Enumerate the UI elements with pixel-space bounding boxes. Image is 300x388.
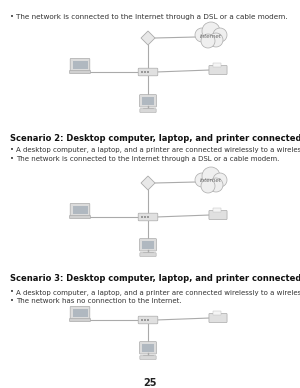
Text: A desktop computer, a laptop, and a printer are connected wirelessly to a wirele: A desktop computer, a laptop, and a prin… [16,289,300,296]
FancyBboxPatch shape [138,68,158,76]
Bar [142,344,154,352]
Bar [147,319,148,321]
Text: •: • [10,147,14,153]
Bar [144,71,146,73]
Text: •: • [10,289,14,295]
Text: The network is connected to the Internet through a DSL or a cable modem.: The network is connected to the Internet… [16,14,287,20]
FancyBboxPatch shape [140,341,157,354]
Bar [213,311,221,315]
FancyBboxPatch shape [209,66,227,74]
Text: •: • [10,156,14,162]
Bar [141,319,142,321]
Text: Internet: Internet [200,178,222,184]
Bar [213,63,221,67]
Circle shape [201,34,215,48]
Text: •: • [10,14,14,20]
FancyBboxPatch shape [140,239,157,251]
Circle shape [209,33,223,47]
FancyBboxPatch shape [138,213,158,221]
Circle shape [195,28,209,42]
FancyBboxPatch shape [70,319,90,322]
Bar [147,216,148,218]
FancyBboxPatch shape [140,253,156,256]
Bar [142,97,154,105]
Bar [141,216,142,218]
Polygon shape [141,31,155,45]
Bar [73,61,88,69]
Bar [142,241,154,249]
Circle shape [201,179,215,193]
Circle shape [202,167,220,185]
Bar [147,71,148,73]
Polygon shape [141,176,155,190]
Text: Internet: Internet [200,33,222,38]
Text: Scenario 3: Desktop computer, laptop, and printer connected wirelessly without I: Scenario 3: Desktop computer, laptop, an… [10,274,300,283]
Bar [141,71,142,73]
Bar [213,208,221,212]
FancyBboxPatch shape [70,307,90,320]
FancyBboxPatch shape [70,215,90,218]
Text: The network has no connection to the Internet.: The network has no connection to the Int… [16,298,182,304]
Text: Scenario 2: Desktop computer, laptop, and printer connected wirelessly with Inte: Scenario 2: Desktop computer, laptop, an… [10,134,300,143]
Bar [144,216,146,218]
Bar [144,319,146,321]
Circle shape [213,28,227,42]
Circle shape [195,173,209,187]
Bar [73,206,88,215]
Circle shape [202,22,220,40]
FancyBboxPatch shape [140,356,156,359]
FancyBboxPatch shape [140,95,157,107]
Text: A desktop computer, a laptop, and a printer are connected wirelessly to a wirele: A desktop computer, a laptop, and a prin… [16,147,300,153]
Circle shape [209,178,223,192]
FancyBboxPatch shape [70,70,90,74]
Bar [143,107,153,109]
FancyBboxPatch shape [140,109,156,113]
FancyBboxPatch shape [209,210,227,220]
FancyBboxPatch shape [138,316,158,324]
Text: •: • [10,298,14,304]
Bar [143,355,153,356]
FancyBboxPatch shape [70,203,90,217]
Bar [73,309,88,317]
Bar [143,252,153,253]
FancyBboxPatch shape [70,59,90,72]
FancyBboxPatch shape [209,314,227,322]
Text: The network is connected to the Internet through a DSL or a cable modem.: The network is connected to the Internet… [16,156,279,162]
Circle shape [213,173,227,187]
Text: 25: 25 [143,378,157,388]
